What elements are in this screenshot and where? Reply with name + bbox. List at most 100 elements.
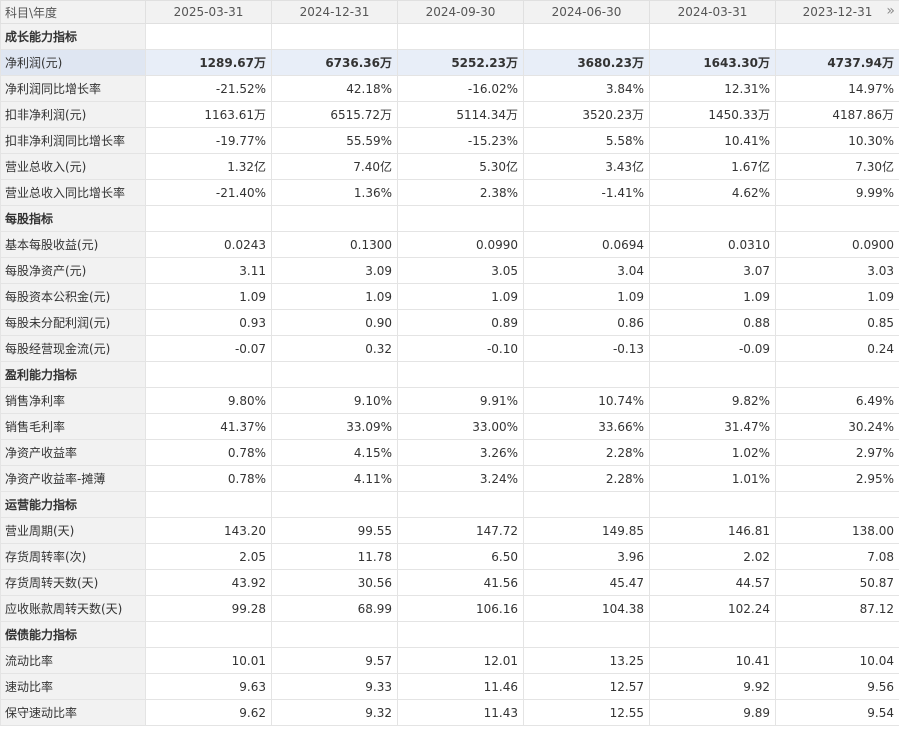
value-cell: 10.30%	[775, 127, 899, 154]
section-blank-cell	[775, 361, 899, 388]
row-label: 净利润(元)	[0, 49, 146, 76]
value-cell: 30.56	[271, 569, 398, 596]
section-title: 每股指标	[0, 205, 146, 232]
section-row: 运营能力指标	[0, 491, 899, 518]
section-blank-cell	[775, 205, 899, 232]
table-row[interactable]: 净资产收益率 0.78% 4.15% 3.26% 2.28% 1.02% 2.97%	[0, 439, 899, 466]
table-row[interactable]: 流动比率 10.01 9.57 12.01 13.25 10.41 10.04	[0, 647, 899, 674]
section-blank-cell	[397, 491, 524, 518]
value-cell: 30.24%	[775, 413, 899, 440]
row-label: 销售毛利率	[0, 413, 146, 440]
row-label: 营业总收入同比增长率	[0, 179, 146, 206]
value-cell: 104.38	[523, 595, 650, 622]
value-cell: -0.13	[523, 335, 650, 362]
table-row[interactable]: 扣非净利润同比增长率 -19.77% 55.59% -15.23% 5.58% 10.41…	[0, 127, 899, 154]
value-cell: 3520.23万	[523, 101, 650, 128]
value-cell: 1.09	[271, 283, 398, 310]
value-cell: 1.09	[397, 283, 524, 310]
row-label: 基本每股收益(元)	[0, 231, 146, 258]
section-blank-cell	[271, 621, 398, 648]
table-row[interactable]: 净资产收益率-摊薄 0.78% 4.11% 3.24% 2.28% 1.01% 2.95%	[0, 465, 899, 492]
table-row[interactable]: 基本每股收益(元) 0.0243 0.1300 0.0990 0.0694 0.0310 0…	[0, 231, 899, 258]
value-cell: 41.37%	[145, 413, 272, 440]
table-row[interactable]: 扣非净利润(元) 1163.61万 6515.72万 5114.34万 3520.23万…	[0, 101, 899, 128]
value-cell: 11.46	[397, 673, 524, 700]
table-row[interactable]: 净利润同比增长率 -21.52% 42.18% -16.02% 3.84% 12.31% 1…	[0, 75, 899, 102]
section-title: 运营能力指标	[0, 491, 146, 518]
double-chevron-right-icon[interactable]: »	[886, 3, 895, 19]
value-cell: 45.47	[523, 569, 650, 596]
value-cell: 7.30亿	[775, 153, 899, 180]
row-label: 应收账款周转天数(天)	[0, 595, 146, 622]
value-cell: 2.38%	[397, 179, 524, 206]
value-cell: 2.95%	[775, 465, 899, 492]
table-row[interactable]: 存货周转天数(天) 43.92 30.56 41.56 45.47 44.57 50.87	[0, 569, 899, 596]
row-label: 销售净利率	[0, 387, 146, 414]
section-blank-cell	[397, 361, 524, 388]
table-row[interactable]: 营业周期(天) 143.20 99.55 147.72 149.85 146.81 138.…	[0, 517, 899, 544]
value-cell: -16.02%	[397, 75, 524, 102]
table-row[interactable]: 每股未分配利润(元) 0.93 0.90 0.89 0.86 0.88 0.85	[0, 309, 899, 336]
row-label: 营业总收入(元)	[0, 153, 146, 180]
value-cell: 0.0310	[649, 231, 776, 258]
table-row[interactable]: 每股资本公积金(元) 1.09 1.09 1.09 1.09 1.09 1.09	[0, 283, 899, 310]
value-cell: 9.32	[271, 699, 398, 726]
section-blank-cell	[271, 491, 398, 518]
row-label: 扣非净利润同比增长率	[0, 127, 146, 154]
value-cell: 2.97%	[775, 439, 899, 466]
table-row[interactable]: 每股净资产(元) 3.11 3.09 3.05 3.04 3.07 3.03	[0, 257, 899, 284]
value-cell: 10.74%	[523, 387, 650, 414]
row-label: 营业周期(天)	[0, 517, 146, 544]
value-cell: -21.40%	[145, 179, 272, 206]
row-label: 保守速动比率	[0, 699, 146, 726]
value-cell: 14.97%	[775, 75, 899, 102]
table-row[interactable]: 每股经营现金流(元) -0.07 0.32 -0.10 -0.13 -0.09 0.24	[0, 335, 899, 362]
value-cell: 4187.86万	[775, 101, 899, 128]
value-cell: 9.56	[775, 673, 899, 700]
table-row[interactable]: 销售毛利率 41.37% 33.09% 33.00% 33.66% 31.47% 30.24…	[0, 413, 899, 440]
section-row: 盈利能力指标	[0, 361, 899, 388]
row-label: 每股经营现金流(元)	[0, 335, 146, 362]
value-cell: 3.05	[397, 257, 524, 284]
table-row[interactable]: 销售净利率 9.80% 9.10% 9.91% 10.74% 9.82% 6.49%	[0, 387, 899, 414]
value-cell: 1.02%	[649, 439, 776, 466]
value-cell: 1.36%	[271, 179, 398, 206]
header-row: 科目\年度 2025-03-31 2024-12-31 2024-09-30 2…	[0, 0, 899, 24]
value-cell: 9.89	[649, 699, 776, 726]
value-cell: 3.84%	[523, 75, 650, 102]
value-cell: 3.96	[523, 543, 650, 570]
table-row[interactable]: 保守速动比率 9.62 9.32 11.43 12.55 9.89 9.54	[0, 699, 899, 726]
section-blank-cell	[523, 491, 650, 518]
row-label: 净利润同比增长率	[0, 75, 146, 102]
value-cell: 12.31%	[649, 75, 776, 102]
value-cell: 9.57	[271, 647, 398, 674]
value-cell: 4.11%	[271, 465, 398, 492]
value-cell: 143.20	[145, 517, 272, 544]
table-row[interactable]: 营业总收入同比增长率 -21.40% 1.36% 2.38% -1.41% 4.62% 9.…	[0, 179, 899, 206]
value-cell: 6736.36万	[271, 49, 398, 76]
value-cell: 1289.67万	[145, 49, 272, 76]
value-cell: 99.55	[271, 517, 398, 544]
value-cell: 33.66%	[523, 413, 650, 440]
table-row[interactable]: 净利润(元) 1289.67万 6736.36万 5252.23万 3680.23万 16…	[0, 49, 899, 76]
value-cell: -0.09	[649, 335, 776, 362]
table-row[interactable]: 应收账款周转天数(天) 99.28 68.99 106.16 104.38 102.24 8…	[0, 595, 899, 622]
section-blank-cell	[397, 621, 524, 648]
value-cell: 6515.72万	[271, 101, 398, 128]
value-cell: -19.77%	[145, 127, 272, 154]
value-cell: 6.49%	[775, 387, 899, 414]
value-cell: 1.09	[649, 283, 776, 310]
value-cell: 10.01	[145, 647, 272, 674]
value-cell: 9.54	[775, 699, 899, 726]
section-blank-cell	[271, 205, 398, 232]
value-cell: 0.88	[649, 309, 776, 336]
value-cell: 2.28%	[523, 465, 650, 492]
table-row[interactable]: 营业总收入(元) 1.32亿 7.40亿 5.30亿 3.43亿 1.67亿 7.30亿	[0, 153, 899, 180]
table-row[interactable]: 存货周转率(次) 2.05 11.78 6.50 3.96 2.02 7.08	[0, 543, 899, 570]
value-cell: 42.18%	[271, 75, 398, 102]
value-cell: 102.24	[649, 595, 776, 622]
section-row: 成长能力指标	[0, 23, 899, 50]
section-title: 盈利能力指标	[0, 361, 146, 388]
value-cell: 33.00%	[397, 413, 524, 440]
table-row[interactable]: 速动比率 9.63 9.33 11.46 12.57 9.92 9.56	[0, 673, 899, 700]
